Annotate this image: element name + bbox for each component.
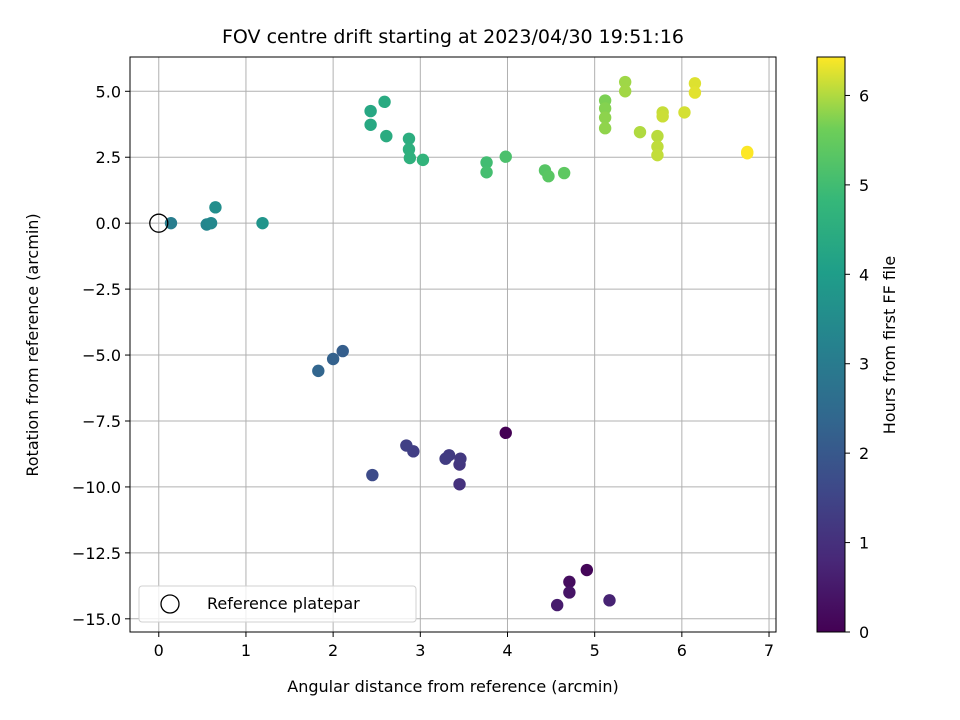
colorbar-ticks: 0 1 2 3 4 5 6	[845, 86, 869, 642]
legend-box	[138, 585, 417, 623]
colorbar-gradient	[816, 56, 846, 633]
data-point	[550, 598, 564, 612]
data-point	[364, 118, 377, 131]
data-point	[598, 102, 612, 115]
data-point	[326, 352, 340, 366]
data-point	[598, 122, 612, 135]
data-point	[618, 75, 632, 89]
x-tick-label: 0	[154, 641, 164, 660]
x-tick-label: 6	[677, 641, 687, 660]
data-point	[499, 150, 512, 163]
plot-frame	[129, 56, 777, 633]
data-point	[454, 452, 467, 465]
x-tick-label: 2	[328, 641, 338, 660]
data-point	[480, 156, 493, 169]
y-tick-label: 0.0	[96, 214, 121, 233]
y-tick-label: −2.5	[82, 280, 121, 299]
colorbar-tick-label: 1	[859, 534, 869, 553]
colorbar-tick-label: 2	[859, 444, 869, 463]
data-point	[499, 426, 512, 440]
data-point	[633, 125, 647, 139]
y-tick-label: −7.5	[82, 412, 121, 431]
data-point	[557, 166, 571, 180]
colorbar: 0 1 2 3 4 5 6 Hours from first FF file	[816, 56, 899, 642]
x-tick-label: 4	[502, 641, 512, 660]
data-point	[688, 86, 702, 99]
reference-point-marker	[149, 213, 169, 233]
data-point	[563, 586, 576, 599]
data-point	[366, 468, 379, 482]
data-point	[439, 452, 452, 465]
data-point	[209, 201, 222, 214]
data-point	[378, 95, 391, 109]
chart-title: FOV centre drift starting at 2023/04/30 …	[222, 26, 684, 48]
colorbar-tick-label: 3	[859, 355, 869, 374]
data-point	[678, 106, 691, 119]
data-point	[364, 104, 377, 118]
legend: Reference platepar	[138, 585, 417, 623]
data-point	[204, 216, 218, 230]
x-tick-label: 3	[415, 641, 425, 660]
y-tick-label: 2.5	[96, 148, 121, 167]
data-point	[312, 364, 325, 378]
x-tick-label: 5	[590, 641, 600, 660]
data-point	[402, 132, 416, 145]
colorbar-tick-label: 4	[859, 265, 869, 284]
data-point	[400, 439, 413, 452]
data-point	[380, 129, 393, 143]
points-layer	[149, 75, 754, 612]
legend-marker-reference	[160, 594, 180, 614]
y-axis-label: Rotation from reference (arcmin)	[23, 213, 42, 476]
y-tick-label: −5.0	[82, 346, 121, 365]
colorbar-tick-label: 6	[859, 86, 869, 105]
grid-layer	[130, 57, 776, 632]
x-axis-label: Angular distance from reference (arcmin)	[287, 677, 618, 696]
y-tick-label: −12.5	[72, 544, 121, 563]
data-point	[651, 129, 664, 143]
data-point	[542, 170, 555, 183]
y-tick-label: 5.0	[96, 82, 121, 101]
colorbar-label: Hours from first FF file	[880, 256, 899, 435]
y-tick-label: −10.0	[72, 478, 121, 497]
data-point	[256, 216, 269, 230]
legend-label-reference: Reference platepar	[207, 594, 360, 613]
colorbar-tick-label: 5	[859, 176, 869, 195]
data-point	[403, 151, 417, 165]
data-point	[580, 563, 594, 577]
x-tick-label: 7	[764, 641, 774, 660]
data-point	[741, 147, 754, 160]
data-point	[656, 110, 669, 123]
ticks-layer: 0 1 2 3 4 5 6 7 5.0 2.5 0.0 −2.5 −5.0 −7.5 −10.0 −12.5 −…	[72, 82, 774, 660]
data-point	[651, 148, 664, 162]
data-point	[453, 478, 466, 491]
data-point	[618, 85, 632, 98]
data-point	[603, 594, 616, 607]
colorbar-tick-label: 0	[859, 623, 869, 642]
data-point	[416, 153, 430, 167]
data-point	[688, 77, 702, 90]
x-tick-label: 1	[241, 641, 251, 660]
y-tick-label: −15.0	[72, 610, 121, 629]
data-point	[336, 344, 349, 358]
data-point	[563, 575, 576, 589]
data-point	[598, 111, 612, 124]
data-point	[480, 166, 493, 179]
